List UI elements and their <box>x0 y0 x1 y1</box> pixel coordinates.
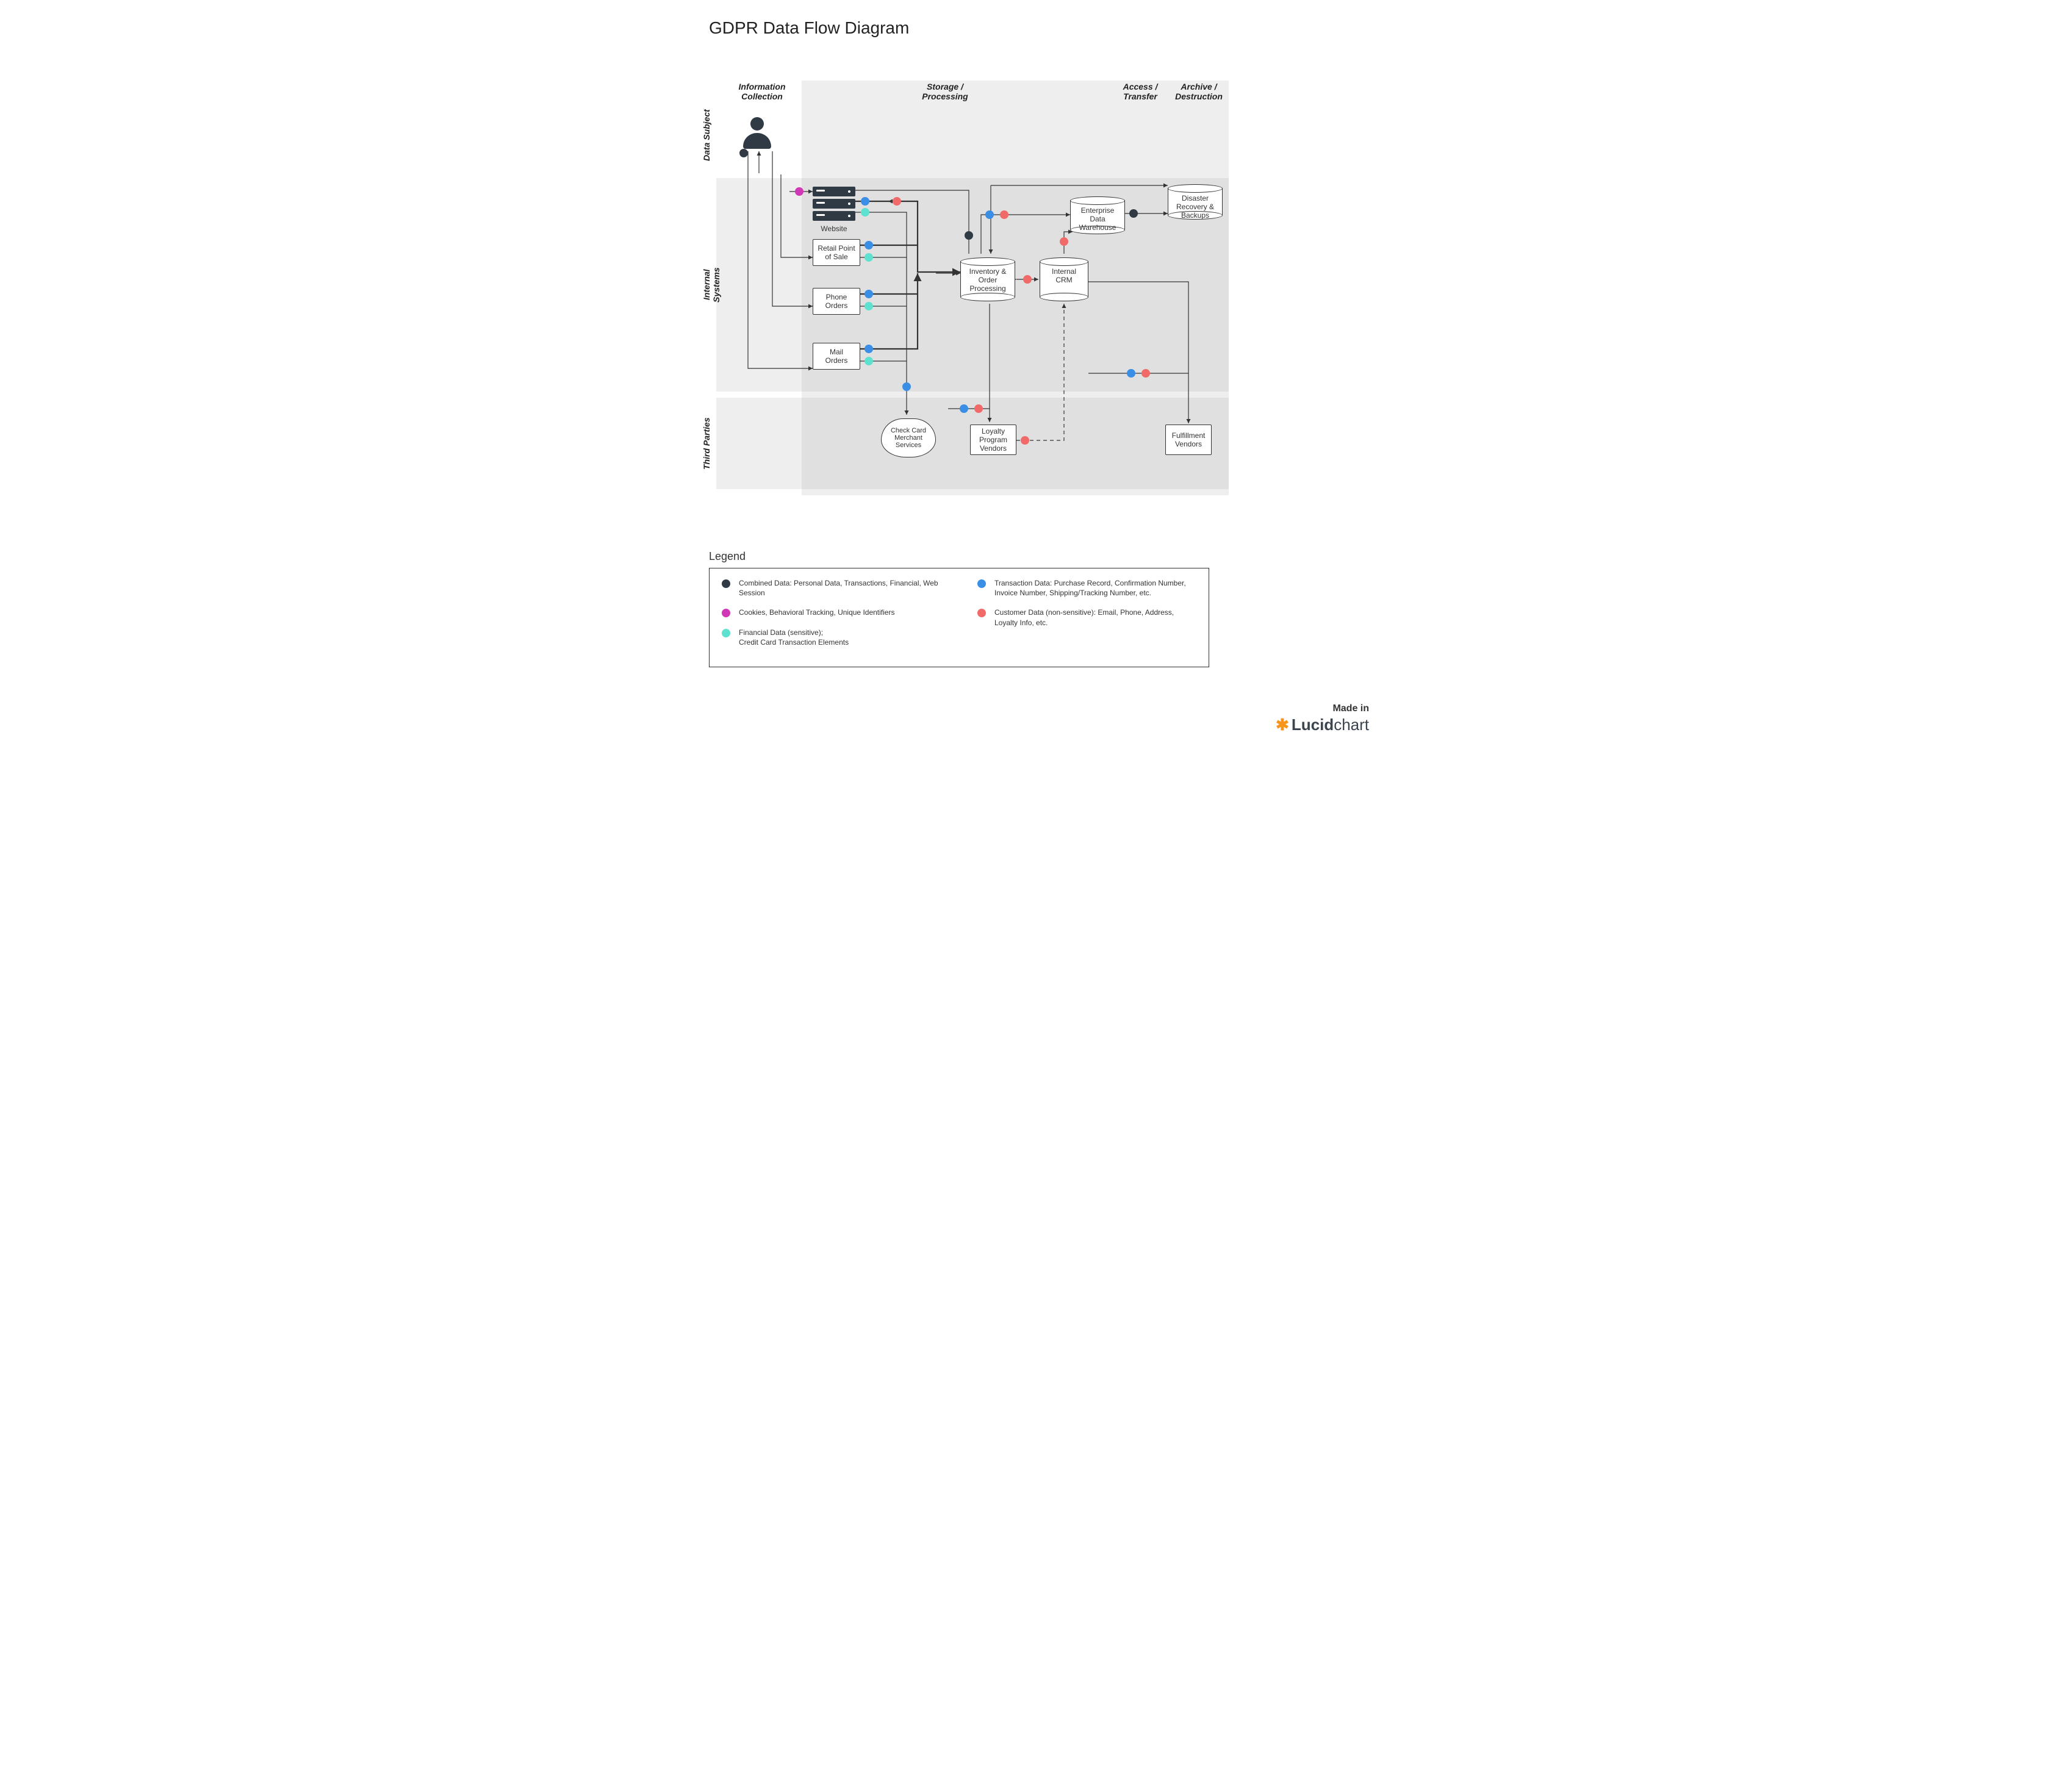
column-header-info: InformationCollection <box>728 82 796 101</box>
data-dot <box>985 210 994 219</box>
row-header-internal: Internal Systems <box>702 254 721 315</box>
data-dot <box>1129 209 1138 218</box>
data-dot <box>1021 436 1029 445</box>
row-header-third: Third Parties <box>702 413 711 474</box>
column-header-storage: Storage /Processing <box>911 82 979 101</box>
node-inventory: Inventory &OrderProcessing <box>960 257 1015 300</box>
data-dot <box>865 302 873 310</box>
data-dot <box>865 253 873 262</box>
data-dot <box>1060 237 1068 246</box>
data-dot <box>865 345 873 353</box>
user-icon <box>743 117 771 149</box>
legend-item: Transaction Data: Purchase Record, Confi… <box>977 578 1196 598</box>
watermark-brand: ✱Lucidchart <box>1276 715 1369 734</box>
data-dot <box>893 197 901 206</box>
data-dot <box>1000 210 1008 219</box>
data-dot <box>795 187 803 196</box>
legend-box: Combined Data: Personal Data, Transactio… <box>709 568 1209 667</box>
data-dot <box>1127 369 1135 378</box>
data-dot <box>1141 369 1150 378</box>
data-dot <box>865 357 873 365</box>
node-website <box>813 187 855 223</box>
watermark: Made in ✱Lucidchart <box>1276 703 1369 734</box>
legend: Legend Combined Data: Personal Data, Tra… <box>709 550 1209 667</box>
legend-item: Combined Data: Personal Data, Transactio… <box>722 578 941 598</box>
data-dot <box>974 404 983 413</box>
data-dot <box>960 404 968 413</box>
row-header-subject: Data Subject <box>702 105 711 166</box>
diagram-canvas: InformationCollection Storage /Processing… <box>680 44 1387 532</box>
legend-item: Cookies, Behavioral Tracking, Unique Ide… <box>722 607 941 617</box>
node-backups: DisasterRecovery &Backups <box>1168 184 1223 218</box>
legend-item: Financial Data (sensitive);Credit Card T… <box>722 628 941 647</box>
column-header-archive: Archive /Destruction <box>1165 82 1232 101</box>
data-dot <box>865 241 873 249</box>
node-retail: Retail Pointof Sale <box>813 239 860 266</box>
column-header-access: Access /Transfer <box>1107 82 1174 101</box>
data-dot <box>965 231 973 240</box>
data-dot <box>1023 275 1032 284</box>
legend-item: Customer Data (non-sensitive): Email, Ph… <box>977 607 1196 627</box>
node-mail: MailOrders <box>813 343 860 370</box>
node-fulfillment: FulfillmentVendors <box>1165 425 1212 455</box>
legend-title: Legend <box>709 550 1209 563</box>
data-dot <box>739 149 748 157</box>
node-merchant: Check CardMerchantServices <box>881 418 936 457</box>
data-dot <box>865 290 873 298</box>
watermark-made: Made in <box>1276 703 1369 714</box>
node-crm: InternalCRM <box>1040 257 1088 300</box>
node-edw: EnterpriseDataWarehouse <box>1070 196 1125 233</box>
data-dot <box>861 197 869 206</box>
data-dot <box>902 382 911 391</box>
node-phone: PhoneOrders <box>813 288 860 315</box>
data-dot <box>861 208 869 217</box>
node-loyalty: LoyaltyProgramVendors <box>970 425 1016 455</box>
node-website-label: Website <box>813 224 855 233</box>
diagram-title: GDPR Data Flow Diagram <box>680 0 1387 44</box>
